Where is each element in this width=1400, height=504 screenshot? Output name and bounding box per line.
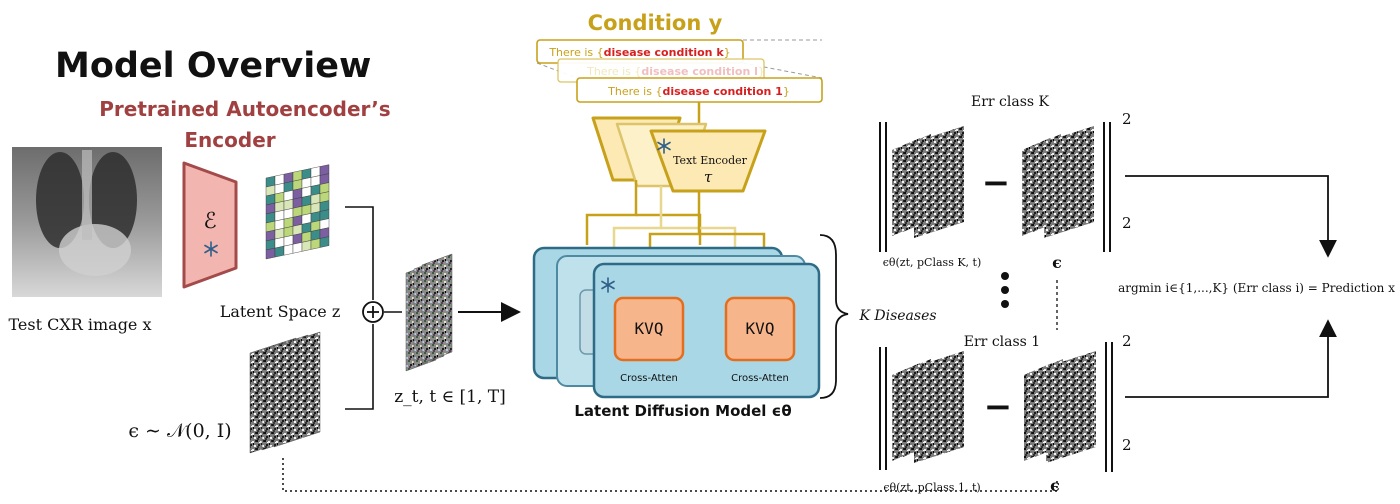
norm-bottom-left: [879, 347, 887, 470]
condition-heading: Condition y: [588, 11, 723, 35]
prompt-l: There is {disease condition l}: [586, 65, 765, 78]
kvq-block-1: [613, 296, 685, 362]
latent-cell: [301, 240, 312, 252]
eps-bottom-label: ϵ: [1050, 476, 1060, 495]
combine-lines: [345, 206, 374, 410]
norm-bottom-right: [1105, 342, 1113, 472]
noise-pred-top: [892, 126, 964, 238]
encoder-block: [182, 161, 238, 289]
pred-top-label: ϵθ(zt, pClass K, t): [883, 256, 982, 269]
noisy-latent-label: z_t, t ∈ [1, T]: [394, 387, 506, 407]
latent-cell: [265, 247, 276, 260]
chest-xray-image: [12, 147, 162, 297]
k-diseases-brace: [819, 234, 849, 399]
norm-top-sup: 2: [1122, 110, 1132, 128]
latent-cell: [283, 244, 294, 256]
encoder-symbol: ℰ: [203, 209, 216, 234]
prompt-stack: [536, 39, 823, 103]
noisy-latent-stack: [405, 253, 453, 372]
latent-cell: [310, 238, 321, 250]
kvq-label-1: KVQ: [635, 319, 664, 338]
prompt-1: There is {disease condition 1}: [607, 85, 790, 98]
norm-top-right: [1103, 122, 1111, 252]
norm-top-sub: 2: [1122, 214, 1132, 232]
latent-cell: [292, 242, 303, 254]
noise-true-top: [1022, 126, 1094, 238]
latent-grid: [265, 164, 330, 260]
cross-atten-label-1: Cross-Atten: [620, 373, 678, 384]
latent-cell: [319, 236, 330, 248]
encoder-heading-line2: Encoder: [184, 128, 275, 152]
kvq-block-2: [724, 296, 796, 362]
ldm-label: Latent Diffusion Model ϵθ: [574, 402, 791, 420]
noise-pred-bottom: [892, 351, 964, 463]
text-encoder-symbol: τ: [704, 168, 713, 186]
add-operator-icon: [362, 301, 384, 323]
latent-space-label: Latent Space z: [220, 302, 341, 321]
norm-bottom-sup: 2: [1122, 332, 1132, 350]
prompt-k: There is {disease condition k}: [548, 46, 730, 59]
prediction-formula: argmin i∈{1,...,K} (Err class i) = Predi…: [1118, 281, 1395, 295]
page-title: Model Overview: [55, 46, 371, 86]
noise-label: ϵ ∼ 𝒩(0, I): [128, 420, 231, 442]
k-diseases-label: K Diseases: [858, 308, 936, 324]
ellipsis-dots: [1001, 272, 1009, 308]
eps-top-label: ϵ: [1052, 253, 1062, 272]
minus-top: −: [982, 163, 1011, 203]
norm-bottom-sub: 2: [1122, 436, 1132, 454]
encoder-heading-line1: Pretrained Autoencoder’s: [99, 97, 390, 121]
cross-atten-label-2: Cross-Atten: [731, 373, 789, 384]
text-encoder-stack: [591, 116, 767, 193]
text-encoder-label: Text Encoder: [673, 154, 748, 167]
norm-top-left: [879, 122, 887, 252]
pred-bottom-label: ϵθ(zt, pClass 1, t): [883, 481, 980, 494]
image-caption: Test CXR image x: [8, 315, 151, 334]
epsilon-dotted-line: [282, 458, 1058, 492]
minus-bottom: −: [984, 387, 1013, 427]
noise-true-bottom: [1024, 351, 1096, 463]
err-bottom-label: Err class 1: [964, 334, 1040, 350]
noise-stack: [249, 331, 321, 454]
err-top-label: Err class K: [971, 94, 1050, 110]
output-arrows: [1125, 175, 1337, 398]
latent-cell: [274, 245, 285, 258]
kvq-label-2: KVQ: [746, 319, 775, 338]
